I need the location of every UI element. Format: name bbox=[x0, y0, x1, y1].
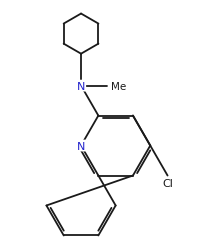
Text: Me: Me bbox=[111, 81, 126, 91]
Text: N: N bbox=[77, 141, 85, 151]
Text: Cl: Cl bbox=[162, 178, 173, 188]
Text: N: N bbox=[77, 81, 85, 91]
